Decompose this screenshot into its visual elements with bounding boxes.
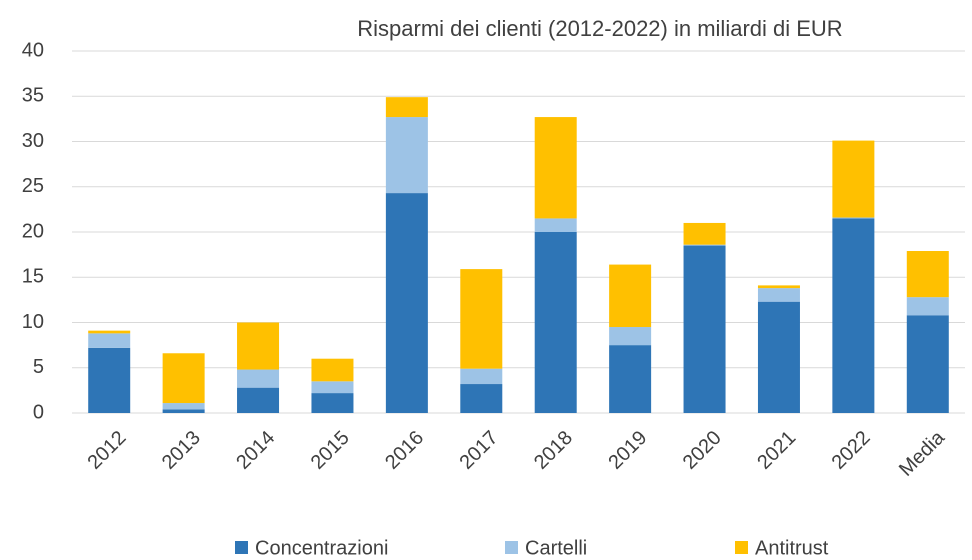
y-tick-label: 5 — [33, 356, 44, 378]
bar-segment — [683, 222, 726, 245]
x-tick-label: Media — [895, 426, 950, 481]
x-tick-label: 2015 — [307, 427, 354, 474]
bar-segment — [609, 327, 652, 346]
bar-segment — [906, 297, 949, 316]
bar-segment — [162, 403, 205, 410]
bar-segment — [534, 117, 577, 219]
bar-segment — [311, 381, 354, 394]
bar-segment — [237, 369, 280, 388]
legend-swatch — [235, 541, 248, 554]
bar-segment — [609, 264, 652, 328]
bar-segment — [460, 269, 503, 369]
bar-segment — [385, 193, 428, 413]
bar-segment — [88, 347, 131, 413]
x-tick-label: 2017 — [456, 427, 503, 474]
chart-title: Risparmi dei clienti (2012-2022) in mili… — [357, 16, 842, 41]
bar-segment — [683, 244, 726, 246]
legend-label: Concentrazioni — [255, 537, 388, 559]
x-tick-label: 2021 — [753, 427, 800, 474]
bar-segment — [162, 353, 205, 404]
bar-segment — [237, 322, 280, 370]
y-tick-label: 30 — [22, 130, 44, 152]
bar-segment — [906, 251, 949, 298]
bar-segment — [385, 117, 428, 194]
y-tick-label: 25 — [22, 175, 44, 197]
bar-segment — [311, 358, 354, 382]
bar-segment — [832, 140, 875, 218]
y-tick-label: 20 — [22, 220, 44, 242]
bar-segment — [832, 218, 875, 413]
bar-segment — [88, 333, 131, 348]
bar-segment — [757, 285, 800, 289]
bar-segment — [237, 387, 280, 413]
y-tick-label: 10 — [22, 311, 44, 333]
bar-segment — [460, 384, 503, 413]
legend-swatch — [505, 541, 518, 554]
x-tick-label: 2018 — [530, 427, 577, 474]
x-tick-label: 2020 — [679, 427, 726, 474]
bar-segment — [609, 345, 652, 413]
legend-swatch — [735, 541, 748, 554]
bar-segment — [832, 217, 875, 219]
legend-label: Cartelli — [525, 537, 587, 559]
legend-label: Antitrust — [755, 537, 829, 559]
bar-segment — [906, 315, 949, 413]
y-tick-label: 15 — [22, 266, 44, 288]
x-tick-label: 2022 — [828, 427, 875, 474]
bar-segment — [460, 368, 503, 385]
bar-segment — [311, 393, 354, 413]
x-tick-label: 2013 — [158, 427, 205, 474]
bar-segment — [385, 97, 428, 118]
x-tick-label: 2014 — [232, 427, 279, 474]
x-tick-label: 2012 — [83, 427, 130, 474]
y-tick-label: 40 — [22, 39, 44, 61]
bar-segment — [534, 218, 577, 232]
y-tick-label: 35 — [22, 85, 44, 107]
y-tick-label: 0 — [33, 401, 44, 423]
bar-segment — [683, 245, 726, 413]
bar-segment — [757, 288, 800, 302]
x-tick-label: 2019 — [604, 427, 651, 474]
bar-segment — [757, 301, 800, 413]
bar-segment — [88, 330, 131, 334]
bar-segment — [534, 232, 577, 413]
x-tick-label: 2016 — [381, 427, 428, 474]
bar-segment — [162, 409, 205, 413]
